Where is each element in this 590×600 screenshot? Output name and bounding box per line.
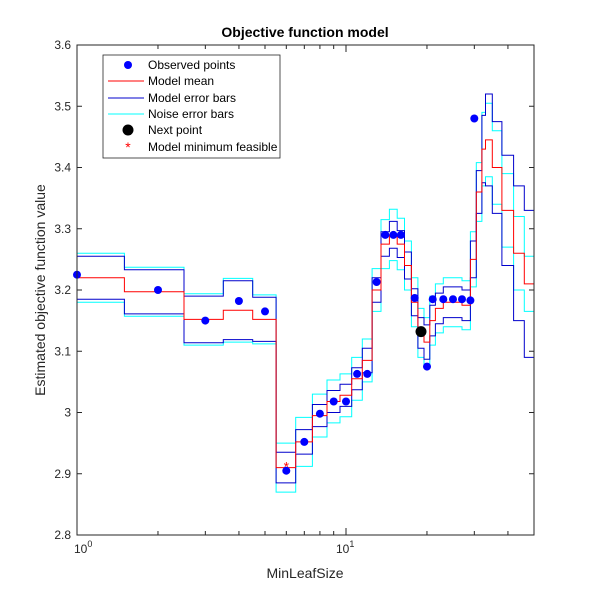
observed-point-18 bbox=[428, 295, 437, 304]
x-axis-label: MinLeafSize bbox=[266, 565, 343, 581]
tick-layer: 2.8 2.9 3 3.1 3.2 3.3 3.4 3.5 3.6 bbox=[54, 38, 535, 542]
observed-point-12 bbox=[372, 278, 381, 286]
series-layer bbox=[77, 93, 535, 493]
observed-point-11 bbox=[363, 369, 372, 378]
x-tick-base-0: 10 bbox=[74, 542, 88, 556]
model-mean-line bbox=[77, 139, 535, 469]
observed-point-14 bbox=[389, 230, 398, 239]
legend-noise-err-label: Noise error bars bbox=[148, 107, 234, 121]
y-tick-label-2: 3 bbox=[64, 406, 71, 420]
observed-point-6 bbox=[300, 437, 309, 446]
observed-point-22 bbox=[466, 296, 475, 305]
y-tick-label-7: 3.5 bbox=[54, 99, 71, 113]
observed-point-3 bbox=[234, 297, 243, 305]
observed-point-13 bbox=[381, 230, 390, 239]
y-axis-label: Estimated objective function value bbox=[32, 184, 48, 396]
x-tick-exp-1: 1 bbox=[349, 539, 354, 549]
observed-point-20 bbox=[449, 295, 457, 304]
observed-point-5 bbox=[282, 466, 291, 475]
legend-observed-label: Observed points bbox=[148, 58, 235, 72]
legend-next-label: Next point bbox=[148, 123, 203, 137]
chart-title: Objective function model bbox=[221, 24, 388, 40]
y-tick-label-3: 3.1 bbox=[54, 344, 71, 358]
observed-point-17 bbox=[423, 362, 431, 371]
y-tick-label-5: 3.3 bbox=[54, 222, 71, 236]
model-minimum-marker: * bbox=[284, 458, 290, 474]
legend-minimum-marker: * bbox=[125, 139, 131, 155]
legend: Observed points Model mean Model error b… bbox=[102, 54, 281, 159]
observed-point-2 bbox=[201, 316, 210, 325]
y-tick-label-8: 3.6 bbox=[54, 38, 71, 52]
observed-point-4 bbox=[261, 307, 269, 316]
observed-point-9 bbox=[342, 397, 350, 406]
model-err-upper-line bbox=[77, 93, 535, 453]
observed-point-23 bbox=[470, 114, 479, 123]
legend-mean-label: Model mean bbox=[148, 74, 214, 88]
y-tick-label-6: 3.4 bbox=[54, 161, 71, 175]
legend-box bbox=[102, 54, 281, 159]
observed-point-16 bbox=[410, 294, 419, 302]
observed-point-7 bbox=[315, 409, 324, 418]
model-err-lower-line bbox=[77, 182, 535, 484]
y-tick-label-1: 2.9 bbox=[54, 467, 71, 481]
x-tick-exp-0: 0 bbox=[87, 539, 92, 549]
y-tick-label-0: 2.8 bbox=[54, 528, 71, 542]
next-point-marker bbox=[415, 326, 427, 338]
x-tick-label-1: 101 bbox=[336, 539, 354, 556]
legend-next-marker bbox=[122, 124, 134, 136]
x-tick-label-0: 100 bbox=[74, 539, 92, 556]
observed-point-8 bbox=[329, 397, 338, 406]
observed-point-10 bbox=[353, 369, 362, 378]
legend-model-err-label: Model error bars bbox=[148, 91, 236, 105]
observed-point-19 bbox=[439, 295, 448, 304]
legend-observed-marker bbox=[124, 61, 132, 69]
legend-minimum-label: Model minimum feasible bbox=[148, 140, 278, 154]
observed-point-21 bbox=[458, 295, 466, 304]
y-tick-label-4: 3.2 bbox=[54, 283, 71, 297]
observed-point-1 bbox=[154, 286, 162, 294]
x-tick-base-1: 10 bbox=[336, 542, 350, 556]
observed-point-15 bbox=[396, 230, 405, 239]
